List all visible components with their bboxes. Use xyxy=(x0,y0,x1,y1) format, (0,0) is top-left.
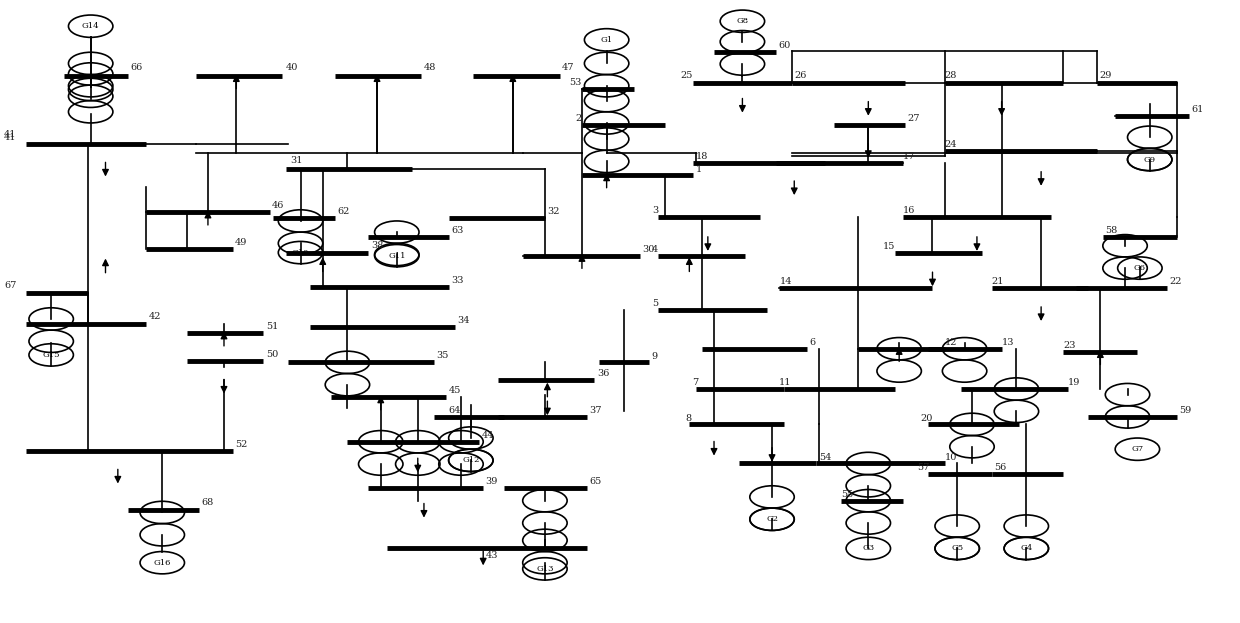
Text: 43: 43 xyxy=(486,551,498,559)
Text: G13: G13 xyxy=(536,565,554,573)
Text: G15: G15 xyxy=(42,351,60,359)
Text: 64: 64 xyxy=(449,406,461,415)
Text: 66: 66 xyxy=(130,63,143,72)
Text: 68: 68 xyxy=(202,498,215,508)
Text: 36: 36 xyxy=(596,369,609,378)
Text: 9: 9 xyxy=(651,352,657,361)
Text: 24: 24 xyxy=(945,140,957,149)
Text: 11: 11 xyxy=(779,378,792,387)
Text: 8: 8 xyxy=(686,414,692,422)
Text: 33: 33 xyxy=(451,276,464,285)
Text: G16: G16 xyxy=(154,559,171,567)
Text: G14: G14 xyxy=(82,22,99,30)
Text: 50: 50 xyxy=(265,350,278,359)
Text: 62: 62 xyxy=(337,207,350,216)
Text: G12: G12 xyxy=(463,457,480,464)
Text: 17: 17 xyxy=(903,152,915,161)
Text: 47: 47 xyxy=(562,63,574,72)
Text: G7: G7 xyxy=(1131,445,1143,453)
Text: 41: 41 xyxy=(4,130,16,139)
Text: 16: 16 xyxy=(903,206,915,216)
Text: 5: 5 xyxy=(652,300,658,308)
Text: 14: 14 xyxy=(780,277,792,286)
Text: 35: 35 xyxy=(436,351,449,360)
Text: 1: 1 xyxy=(696,165,702,174)
Text: 60: 60 xyxy=(779,41,790,50)
Text: 25: 25 xyxy=(681,71,693,80)
Text: 63: 63 xyxy=(451,226,464,235)
Text: 52: 52 xyxy=(236,440,248,449)
Text: 51: 51 xyxy=(265,322,278,331)
Text: 15: 15 xyxy=(883,242,895,250)
Text: 54: 54 xyxy=(818,452,831,462)
Text: G11: G11 xyxy=(388,252,405,260)
Text: 55: 55 xyxy=(841,490,853,499)
Text: G10: G10 xyxy=(291,249,309,257)
Text: 65: 65 xyxy=(589,477,601,487)
Text: 31: 31 xyxy=(290,156,303,165)
Text: G2: G2 xyxy=(766,515,777,523)
Text: G8: G8 xyxy=(737,17,749,26)
Text: 38: 38 xyxy=(371,241,383,250)
Text: 29: 29 xyxy=(1099,71,1111,80)
Text: 61: 61 xyxy=(1192,105,1204,114)
Text: 58: 58 xyxy=(1105,226,1117,235)
Text: 6: 6 xyxy=(808,338,815,347)
Text: 45: 45 xyxy=(449,386,461,394)
Text: 32: 32 xyxy=(547,207,560,216)
Text: G3: G3 xyxy=(862,545,874,553)
Text: 4: 4 xyxy=(652,245,658,254)
Text: 40: 40 xyxy=(285,63,298,72)
Text: 22: 22 xyxy=(1169,277,1182,286)
Text: G1: G1 xyxy=(600,36,613,44)
Text: 56: 56 xyxy=(994,463,1007,472)
Text: 41: 41 xyxy=(4,133,16,142)
Text: 2: 2 xyxy=(575,114,582,123)
Text: 28: 28 xyxy=(945,71,957,80)
Text: 59: 59 xyxy=(1179,406,1192,415)
Text: 46: 46 xyxy=(272,201,284,210)
Text: G6: G6 xyxy=(1133,264,1146,272)
Text: 18: 18 xyxy=(696,152,708,161)
Text: 37: 37 xyxy=(589,406,601,415)
Text: 26: 26 xyxy=(795,71,807,80)
Text: 53: 53 xyxy=(569,78,582,87)
Text: 48: 48 xyxy=(424,63,436,72)
Text: 13: 13 xyxy=(1002,338,1014,347)
Text: G9: G9 xyxy=(1143,156,1156,164)
Text: 19: 19 xyxy=(1069,378,1080,387)
Text: 10: 10 xyxy=(945,452,957,462)
Text: G5: G5 xyxy=(951,545,963,553)
Text: 57: 57 xyxy=(918,463,930,472)
Text: 42: 42 xyxy=(149,312,161,321)
Text: 30: 30 xyxy=(642,245,655,254)
Text: 21: 21 xyxy=(992,277,1004,286)
Text: 49: 49 xyxy=(236,238,248,247)
Text: 7: 7 xyxy=(692,378,698,387)
Text: 67: 67 xyxy=(4,281,16,290)
Text: 23: 23 xyxy=(1064,341,1076,350)
Text: G4: G4 xyxy=(1021,545,1033,553)
Text: 3: 3 xyxy=(652,206,658,216)
Text: 44: 44 xyxy=(482,431,495,440)
Text: 12: 12 xyxy=(945,338,957,347)
Text: 34: 34 xyxy=(458,316,470,325)
Text: 27: 27 xyxy=(908,114,920,123)
Text: 39: 39 xyxy=(486,477,498,487)
Text: 20: 20 xyxy=(920,414,932,422)
